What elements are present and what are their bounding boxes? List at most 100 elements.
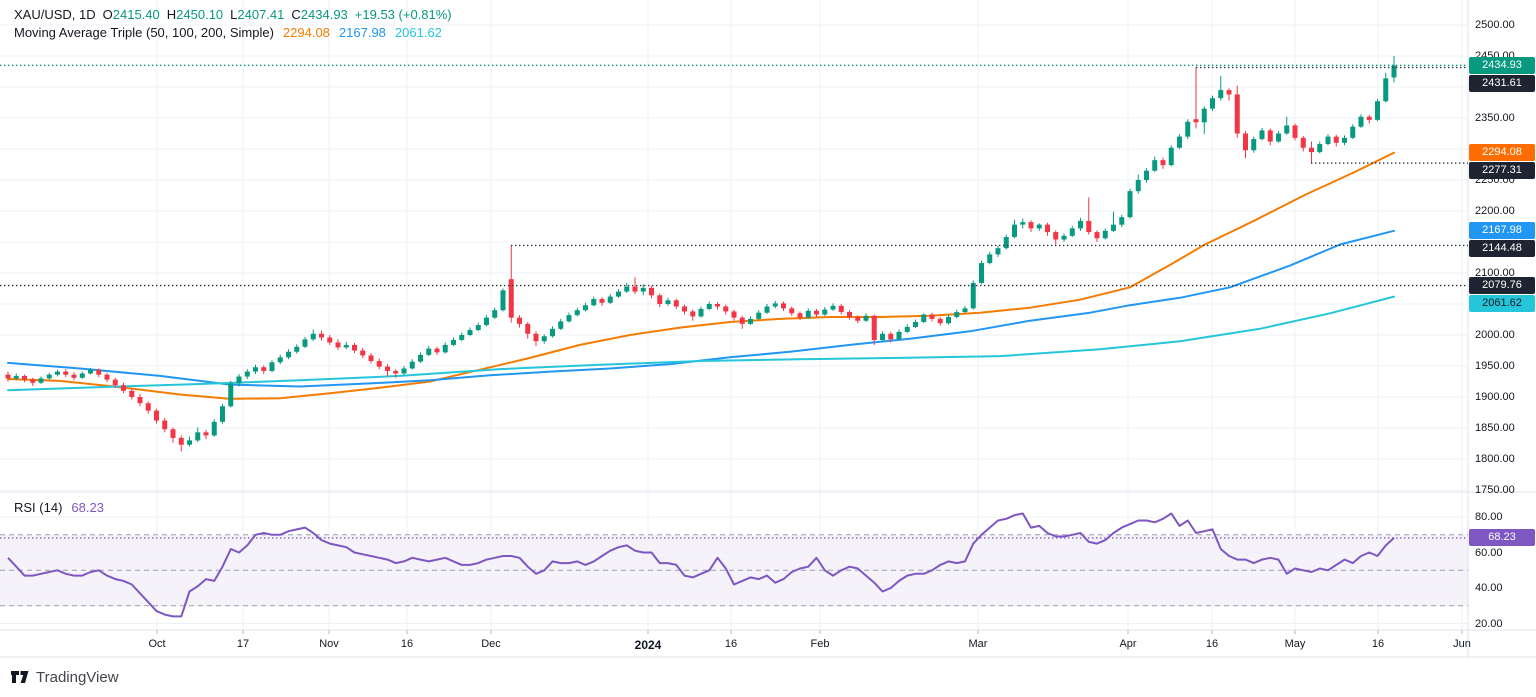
candle-body: [863, 315, 869, 321]
candle-body: [162, 420, 168, 430]
candle-body: [1078, 220, 1083, 229]
price-tick-label: 60.00: [1475, 546, 1503, 559]
candle-body: [79, 373, 85, 378]
candle-body: [335, 342, 341, 348]
time-axis-label: Mar: [968, 638, 988, 650]
candle-body: [236, 376, 242, 384]
candle-body: [871, 315, 877, 340]
price-tick-label: 1900.00: [1475, 391, 1515, 403]
candle-body: [55, 371, 60, 375]
candle-body: [484, 317, 489, 326]
symbol-legend-row[interactable]: XAU/USD, 1D O2415.40 H2450.10 L2407.41 C2434…: [14, 6, 452, 24]
candle-body: [937, 318, 943, 324]
candle-body: [979, 263, 984, 283]
candle-body: [1144, 170, 1149, 180]
candle-body: [352, 344, 357, 351]
candle-body: [129, 390, 135, 397]
price-axis-badge: 68.23: [1469, 529, 1535, 547]
candle-body: [616, 291, 621, 297]
candle-body: [327, 337, 333, 343]
candle-body: [38, 378, 44, 383]
candle-body: [88, 369, 93, 374]
candle-body: [1259, 130, 1265, 140]
ma-value: 2294.08: [282, 25, 330, 40]
ma-legend-row[interactable]: Moving Average Triple (50, 100, 200, Sim…: [14, 24, 452, 42]
candle-body: [1061, 235, 1067, 240]
candle-body: [723, 306, 729, 312]
candle-body: [1168, 147, 1174, 166]
ohlc-value: 2415.40: [112, 7, 160, 22]
candle-body: [1325, 136, 1331, 145]
candle-body: [269, 362, 275, 371]
candle-body: [814, 310, 819, 315]
candle-body: [822, 309, 828, 315]
candle-body: [1366, 116, 1372, 120]
candle-body: [418, 354, 423, 362]
price-axis-badge: 2167.98: [1469, 222, 1535, 240]
candle-body: [1251, 139, 1257, 151]
candle-body: [1383, 78, 1389, 102]
candle-body: [649, 287, 654, 296]
price-tick-label: 1950.00: [1475, 360, 1515, 372]
chart-canvas[interactable]: [0, 0, 1536, 658]
price-tick-label: 2350.00: [1475, 112, 1515, 124]
price-axis-badge: 2144.48: [1469, 240, 1535, 258]
candle-body: [63, 371, 69, 375]
candle-body: [1333, 136, 1339, 143]
ma-indicator-title[interactable]: Moving Average Triple (50, 100, 200, Sim…: [14, 25, 274, 40]
tradingview-logo[interactable]: TradingView: [10, 667, 119, 687]
candle-body: [1160, 160, 1166, 166]
candle-body: [888, 333, 894, 340]
candle-body: [657, 295, 663, 304]
candle-body: [847, 312, 852, 318]
change-value: +19.53 (+0.81%): [354, 7, 452, 22]
time-axis-label: 16: [1205, 638, 1219, 650]
candle-body: [434, 348, 440, 353]
rsi-indicator-value: 68.23: [71, 500, 104, 515]
rsi-indicator-title[interactable]: RSI (14): [14, 500, 63, 515]
candle-body: [541, 336, 547, 342]
candle-body: [467, 330, 473, 335]
ohlc-values: O2415.40 H2450.10 L2407.41 C2434.93: [96, 7, 348, 22]
candle-body: [1292, 125, 1298, 138]
ma-value: 2167.98: [338, 25, 386, 40]
ma-line: [7, 229, 1395, 388]
candle-body: [682, 306, 687, 312]
candle-body: [178, 437, 184, 445]
candle-body: [1127, 191, 1133, 218]
candle-body: [393, 370, 399, 374]
price-axis-badge: 2061.62: [1469, 295, 1535, 313]
candle-body: [244, 371, 250, 377]
candle-body: [170, 429, 176, 438]
time-axis-label: 16: [400, 638, 414, 650]
candle-body: [797, 313, 803, 318]
candle-body: [607, 296, 613, 303]
price-axis-badge: 2294.08: [1469, 144, 1535, 162]
symbol-title[interactable]: XAU/USD, 1D: [14, 7, 96, 22]
candle-body: [1243, 133, 1248, 151]
time-axis-label: Jun: [1453, 638, 1471, 650]
candle-body: [904, 326, 910, 332]
tradingview-logo-text: TradingView: [36, 668, 119, 686]
candle-body: [475, 325, 481, 331]
candle-body: [673, 300, 679, 307]
candle-body: [13, 375, 19, 379]
rsi-legend-row[interactable]: RSI (14) 68.23: [14, 499, 104, 517]
ma-indicator-values: 2294.08 2167.98 2061.62: [274, 25, 442, 40]
candle-body: [739, 317, 745, 324]
candle-body: [987, 254, 993, 264]
candle-body: [748, 318, 753, 324]
candle-body: [294, 346, 300, 352]
price-axis[interactable]: 2500.002450.002350.002250.002200.002100.…: [1468, 0, 1536, 658]
candle-body: [385, 366, 390, 371]
time-axis-label: 2024: [634, 638, 662, 652]
candle-body: [1317, 144, 1323, 153]
time-axis[interactable]: Oct 17 Nov 16 Dec 2024 16 Feb Mar Apr 16 May 16 Jun: [0, 630, 1536, 658]
time-axis-label: 17: [236, 638, 250, 650]
price-axis-badge: 2434.93: [1469, 56, 1535, 74]
candle-body: [665, 300, 671, 304]
ohlc-value: 2434.93: [300, 7, 348, 22]
ma-line: [7, 151, 1395, 400]
candle-body: [558, 321, 564, 329]
